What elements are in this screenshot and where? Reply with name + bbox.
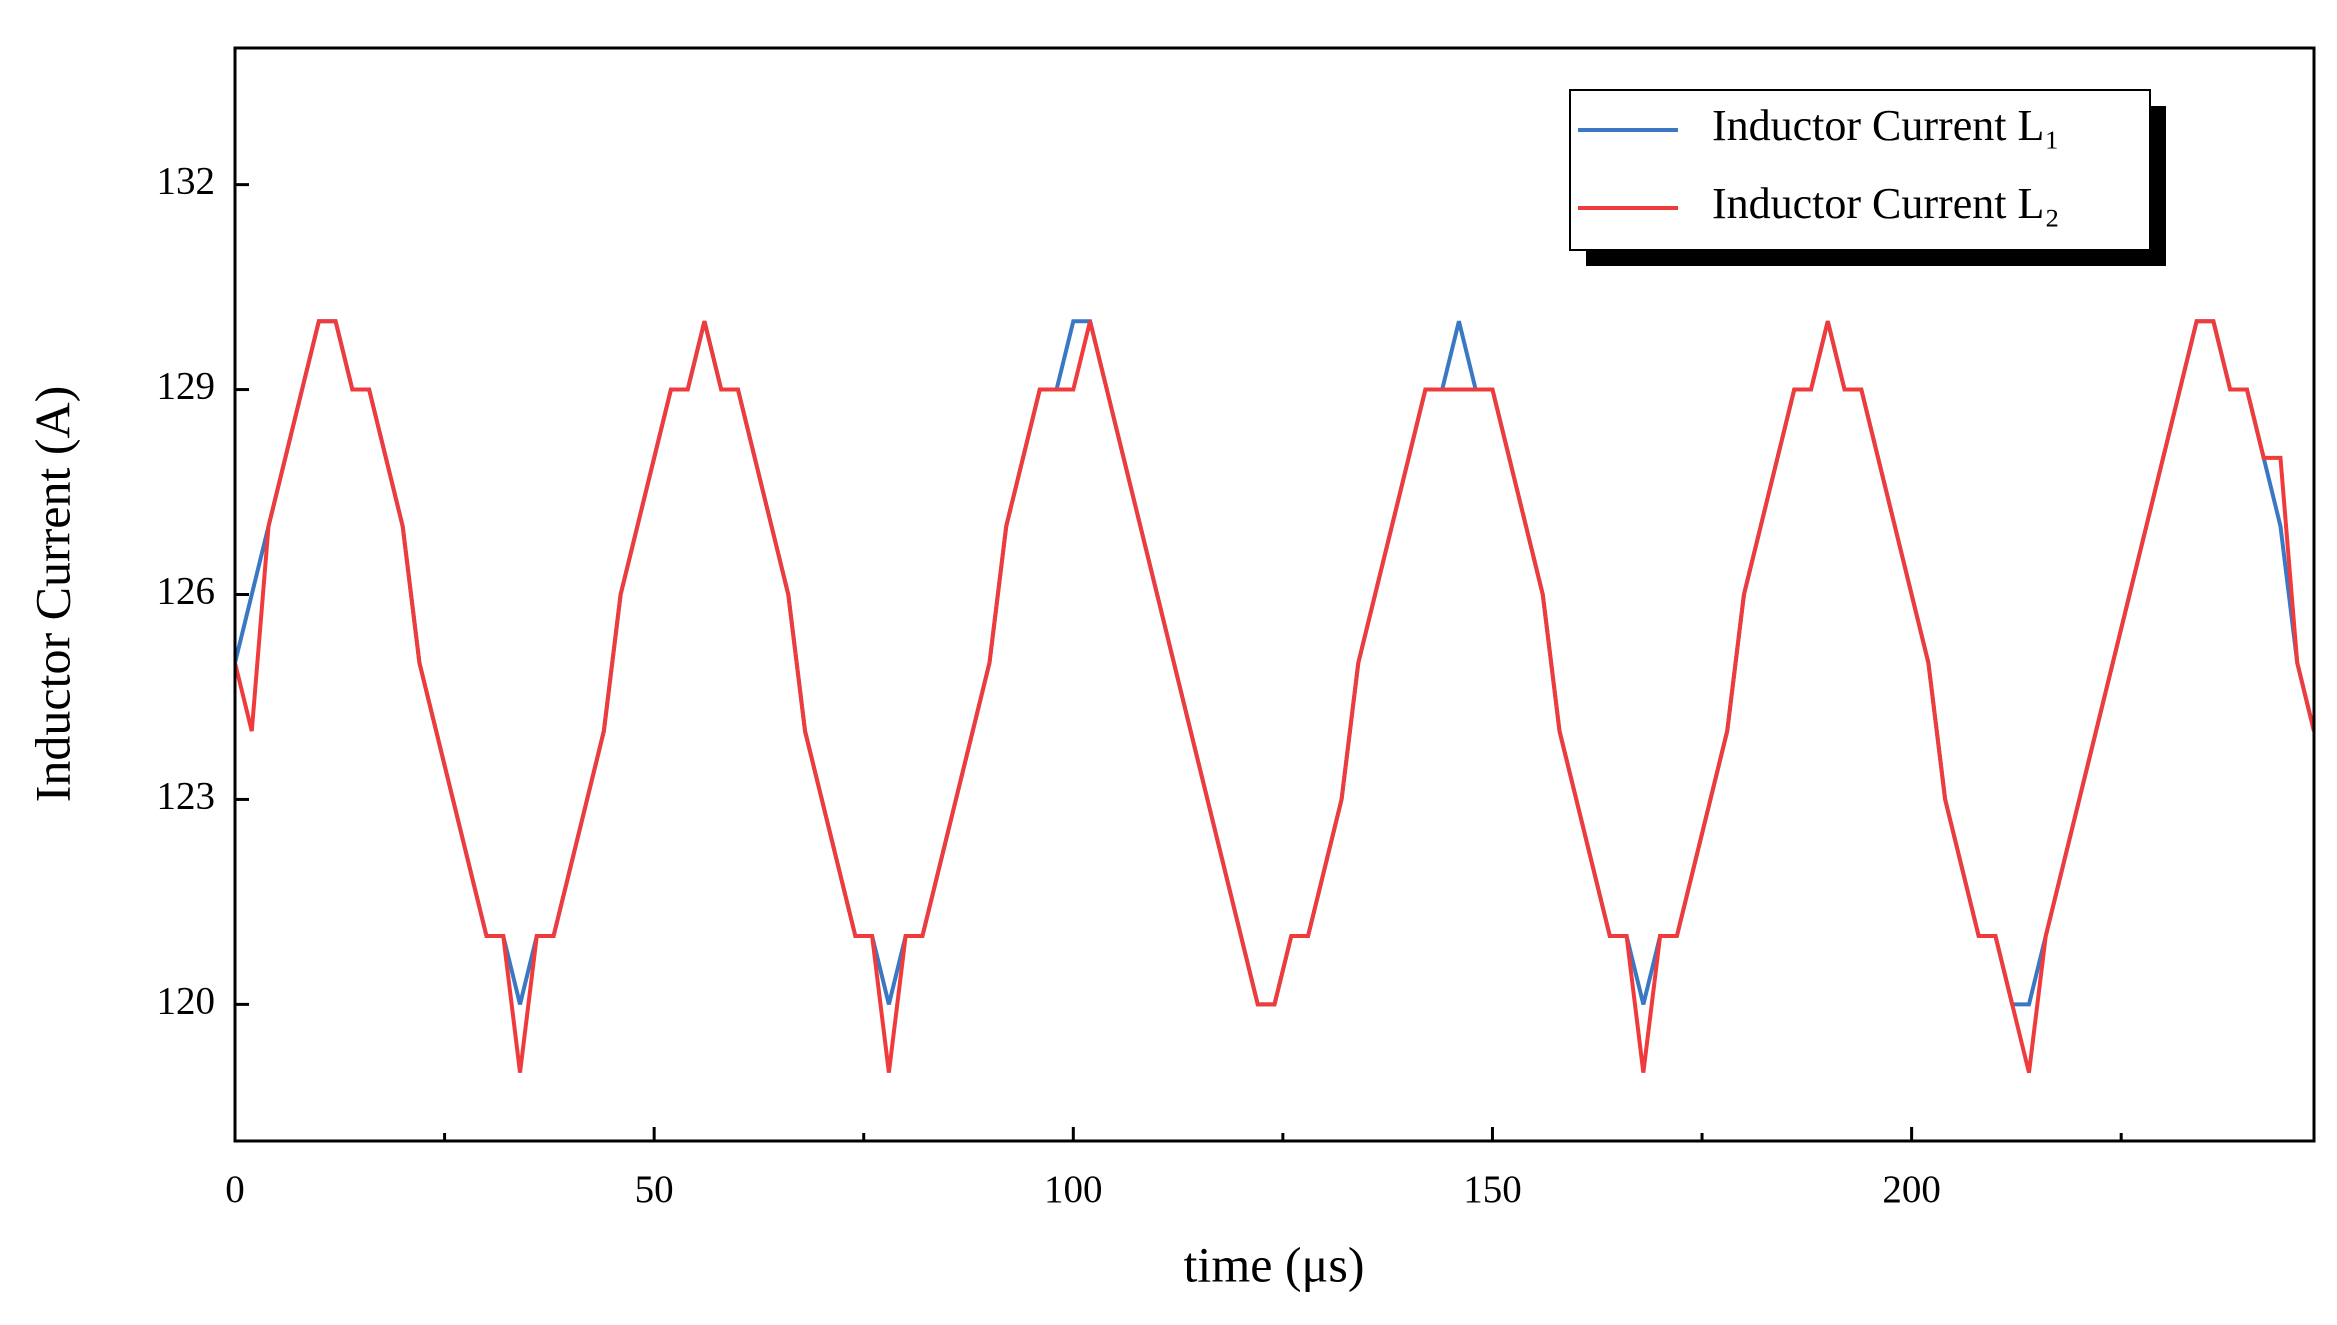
y-tick-label: 129 bbox=[157, 365, 216, 408]
x-tick-label: 100 bbox=[1044, 1168, 1103, 1211]
y-tick-label: 123 bbox=[157, 774, 216, 817]
x-tick-label: 200 bbox=[1882, 1168, 1941, 1211]
legend-label: Inductor Current L₂ bbox=[1712, 179, 2060, 228]
y-tick-label: 132 bbox=[157, 160, 216, 203]
series-line bbox=[235, 319, 2314, 1007]
series-line bbox=[235, 319, 2314, 1074]
y-axis-label: Inductor Current (A) bbox=[24, 386, 80, 803]
x-axis-label: time (μs) bbox=[1184, 1236, 1365, 1292]
x-tick-label: 50 bbox=[635, 1168, 674, 1211]
y-tick-label: 120 bbox=[157, 979, 216, 1022]
legend-box bbox=[1569, 89, 2151, 251]
y-tick-label: 126 bbox=[157, 569, 216, 612]
x-tick-label: 0 bbox=[225, 1168, 245, 1211]
x-tick-label: 150 bbox=[1463, 1168, 1522, 1211]
plot-frame bbox=[233, 46, 2316, 1143]
legend-label: Inductor Current L₁ bbox=[1712, 101, 2060, 150]
